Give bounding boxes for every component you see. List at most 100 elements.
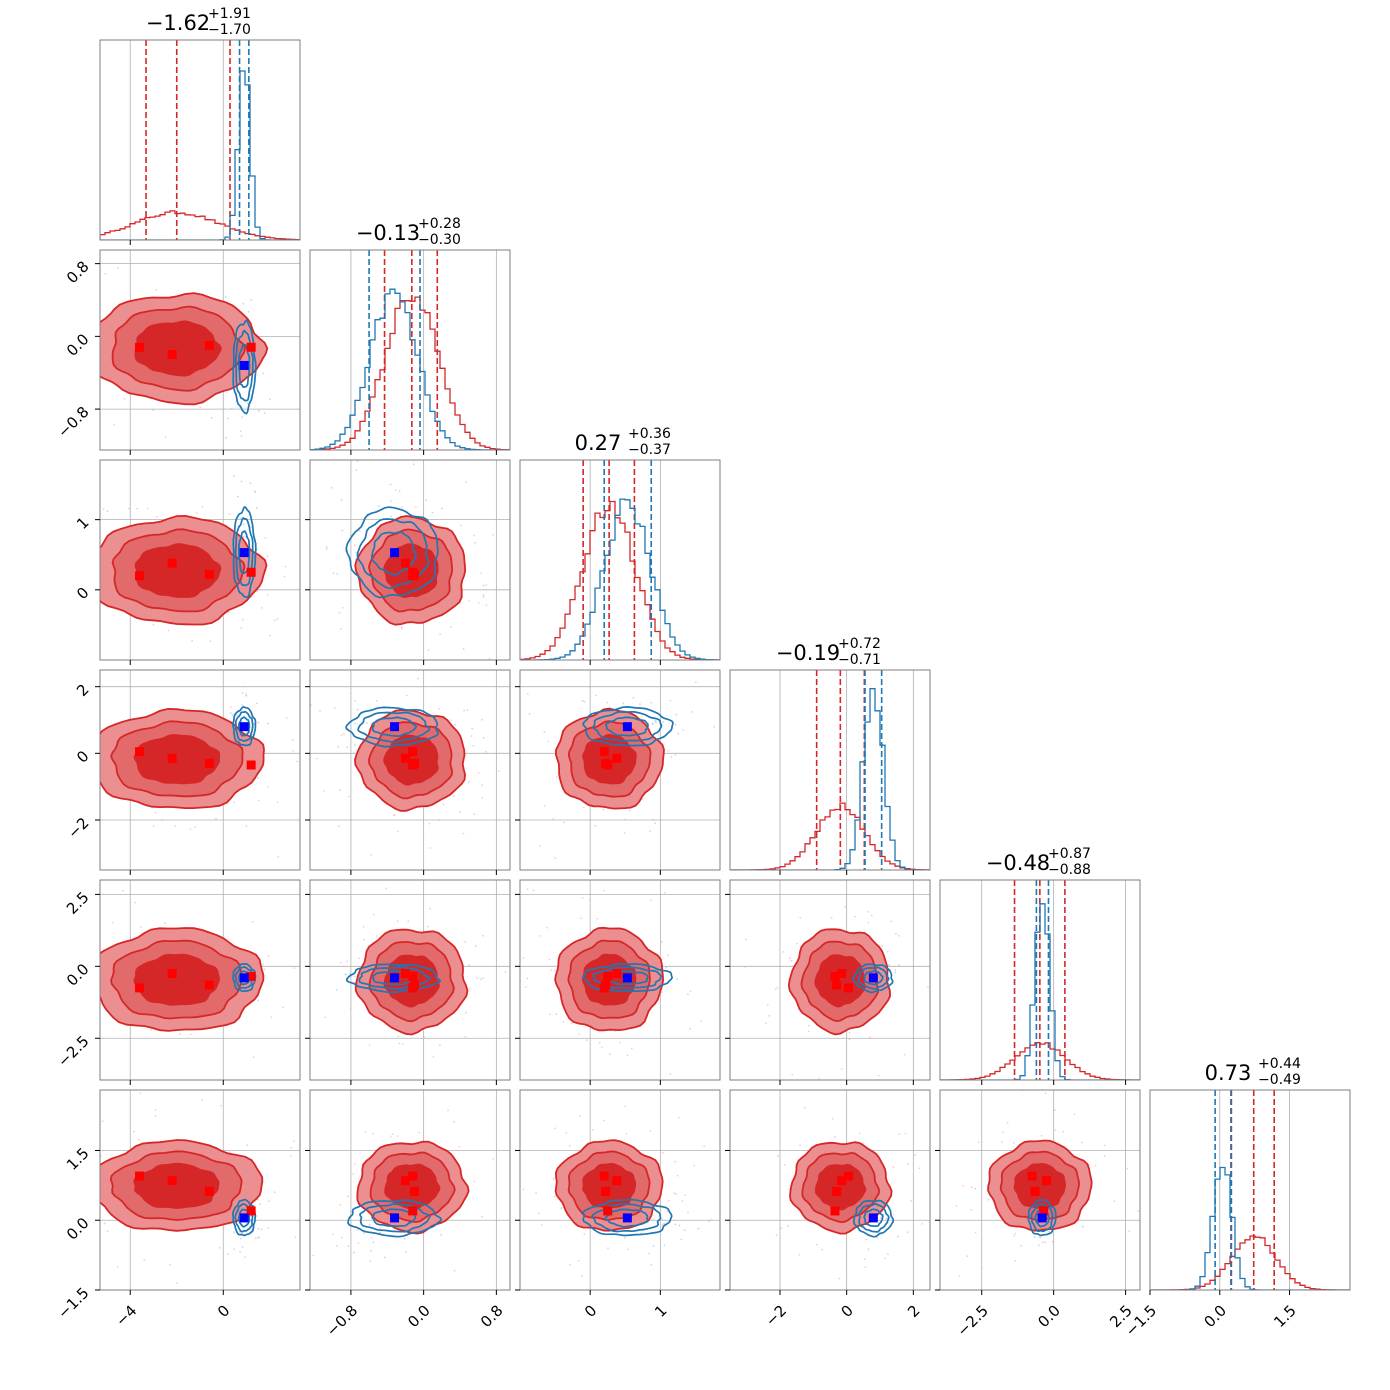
sample-point-blue: [652, 1245, 655, 1248]
sample-point-red: [818, 1077, 821, 1080]
x-tick-label: 2: [904, 1302, 923, 1321]
sample-point-red: [583, 1233, 586, 1236]
truth-marker-red: [408, 1171, 418, 1181]
sample-point-red: [46, 796, 48, 798]
panel-inner: [100, 40, 300, 240]
sample-point-red: [322, 562, 324, 564]
sample-point-blue: [655, 721, 657, 724]
sample-point-red: [563, 821, 565, 824]
sample-point-red: [918, 1167, 921, 1170]
sample-point-red: [798, 871, 800, 873]
sample-point-red: [890, 920, 893, 923]
truth-marker-red: [832, 980, 842, 990]
panel-frame: [519, 459, 721, 661]
sample-point-red: [400, 627, 403, 630]
sample-point-red: [458, 1146, 461, 1148]
sample-point-red: [497, 770, 500, 773]
sample-point-red: [473, 1180, 475, 1183]
sample-point-blue: [330, 486, 333, 489]
sample-point-red: [676, 1174, 679, 1177]
sample-point-red: [106, 1230, 109, 1233]
sample-point-red: [482, 594, 485, 597]
sample-point-red: [442, 803, 445, 806]
sample-point-red: [102, 508, 105, 511]
y-tick-label: 0.0: [63, 1214, 93, 1244]
sample-point-blue: [257, 1227, 260, 1230]
truth-marker-blue: [239, 548, 249, 558]
sample-point-red: [933, 1172, 935, 1174]
panel-frame: [309, 1089, 511, 1291]
sample-point-red: [356, 460, 359, 462]
sample-point-red: [1062, 1130, 1065, 1133]
sample-point-red: [473, 534, 475, 537]
contour-blue-1: [356, 518, 430, 590]
sample-point-red: [470, 735, 473, 737]
sample-point-red: [906, 1162, 909, 1165]
sample-point-red: [422, 1073, 424, 1075]
sample-point-red: [477, 601, 480, 604]
panel-inner: [730, 1090, 935, 1290]
sample-point-red: [354, 1163, 356, 1165]
contour-blue-0: [582, 706, 674, 747]
panel-inner: [310, 670, 518, 870]
sample-point-red: [169, 1263, 171, 1266]
panel-title-minus: −0.71: [838, 652, 881, 668]
sample-point-blue: [227, 611, 230, 614]
sample-point-red: [654, 822, 656, 825]
sample-point-red: [858, 1132, 861, 1135]
sample-point-red: [372, 1132, 374, 1135]
sample-point-red: [66, 723, 68, 725]
sample-point-blue: [336, 573, 338, 575]
truth-marker-red: [830, 971, 840, 981]
panel-inner: [310, 250, 510, 450]
sample-point-red: [689, 1027, 691, 1030]
sample-point-red: [358, 957, 361, 960]
sample-point-red: [349, 1008, 352, 1011]
x-tick-label: 0.0: [404, 1302, 434, 1332]
sample-point-red: [516, 771, 518, 773]
truth-marker-red: [246, 971, 256, 981]
x-tick-label: 0.0: [1034, 1302, 1064, 1332]
sample-point-blue: [347, 1195, 350, 1198]
sample-point-red: [96, 1221, 98, 1223]
sample-point-blue: [354, 975, 356, 978]
sample-point-red: [439, 1044, 441, 1047]
sample-point-blue: [670, 756, 673, 758]
sample-point-red: [550, 969, 553, 972]
contour-red-inner: [133, 1162, 220, 1209]
sample-point-red: [745, 938, 747, 941]
sample-point-blue: [663, 1244, 666, 1247]
sample-point-red: [479, 1239, 481, 1241]
sample-point-red: [133, 1130, 135, 1133]
sample-point-red: [482, 596, 485, 598]
sample-point-red: [569, 1263, 571, 1266]
sample-point-blue: [356, 708, 359, 711]
sample-point-red: [884, 1257, 886, 1260]
sample-point-red: [485, 750, 487, 753]
panel-4-2: [515, 879, 721, 1101]
sample-point-red: [733, 1214, 735, 1216]
sample-point-red: [370, 1236, 373, 1239]
sample-point-red: [554, 857, 557, 860]
sample-point-blue: [229, 712, 232, 714]
sample-point-blue: [526, 977, 529, 980]
panel-title-plus: +0.87: [1048, 846, 1091, 862]
truth-marker-red: [167, 969, 177, 979]
sample-point-blue: [1048, 1230, 1050, 1233]
sample-point-blue: [250, 299, 253, 301]
sample-point-red: [273, 1191, 276, 1194]
sample-point-red: [1000, 1141, 1003, 1143]
truth-marker-red: [408, 747, 418, 757]
sample-point-red: [464, 940, 466, 943]
sample-point-red: [324, 1016, 327, 1019]
sample-point-red: [397, 1035, 400, 1038]
sample-point-red: [353, 544, 356, 547]
sample-point-red: [587, 1099, 589, 1101]
sample-point-red: [337, 825, 340, 828]
sample-point-red: [401, 506, 403, 509]
panel-frame: [99, 669, 301, 871]
sample-point-blue: [254, 491, 257, 493]
sample-point-red: [624, 818, 627, 821]
sample-point-red: [532, 889, 535, 892]
